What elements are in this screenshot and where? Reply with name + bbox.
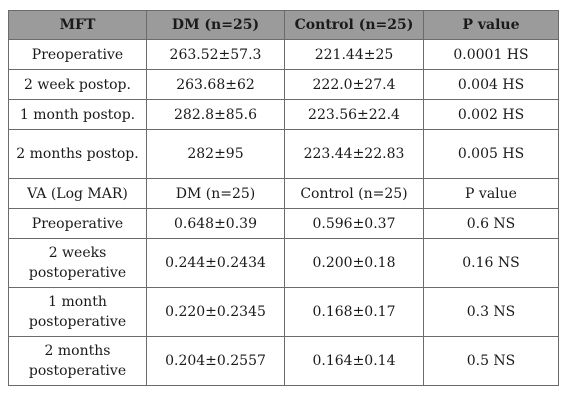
control-value: 0.596±0.37: [284, 208, 424, 239]
subheader-p-value: P value: [423, 178, 559, 209]
row-label: 2 months postop.: [8, 129, 147, 179]
dm-value: 0.244±0.2434: [146, 238, 285, 288]
row-label: 2 weeks postoperative: [8, 238, 147, 288]
results-table: MFT DM (n=25) Control (n=25) P value Pre…: [8, 10, 559, 386]
dm-value: 0.648±0.39: [146, 208, 285, 239]
control-value: 223.44±22.83: [284, 129, 424, 179]
control-value: 0.200±0.18: [284, 238, 424, 288]
dm-value: 263.68±62: [146, 69, 285, 100]
row-label: Preoperative: [8, 39, 147, 70]
control-value: 222.0±27.4: [284, 69, 424, 100]
dm-value: 263.52±57.3: [146, 39, 285, 70]
table-subheader-row: VA (Log MAR) DM (n=25) Control (n=25) P …: [8, 178, 559, 209]
p-value: 0.6 NS: [423, 208, 559, 239]
header-control: Control (n=25): [284, 10, 424, 40]
row-label: 2 week postop.: [8, 69, 147, 100]
header-p-value: P value: [423, 10, 559, 40]
table-row: 2 weeks postoperative 0.244±0.2434 0.200…: [8, 238, 559, 288]
control-value: 221.44±25: [284, 39, 424, 70]
table-row: Preoperative 0.648±0.39 0.596±0.37 0.6 N…: [8, 208, 559, 239]
table-row: 2 months postop. 282±95 223.44±22.83 0.0…: [8, 129, 559, 179]
p-value: 0.3 NS: [423, 287, 559, 337]
row-label: Preoperative: [8, 208, 147, 239]
header-dm: DM (n=25): [146, 10, 285, 40]
control-value: 0.168±0.17: [284, 287, 424, 337]
table-row: 2 months postoperative 0.204±0.2557 0.16…: [8, 336, 559, 386]
p-value: 0.0001 HS: [423, 39, 559, 70]
p-value: 0.16 NS: [423, 238, 559, 288]
p-value: 0.5 NS: [423, 336, 559, 386]
header-mft: MFT: [8, 10, 147, 40]
row-label: 1 month postop.: [8, 99, 147, 130]
row-label: 2 months postoperative: [8, 336, 147, 386]
table-row: 1 month postoperative 0.220±0.2345 0.168…: [8, 287, 559, 337]
subheader-dm: DM (n=25): [146, 178, 285, 209]
control-value: 223.56±22.4: [284, 99, 424, 130]
table-header-row: MFT DM (n=25) Control (n=25) P value: [8, 10, 559, 40]
p-value: 0.004 HS: [423, 69, 559, 100]
table-row: 1 month postop. 282.8±85.6 223.56±22.4 0…: [8, 99, 559, 130]
table-row: 2 week postop. 263.68±62 222.0±27.4 0.00…: [8, 69, 559, 100]
table-row: Preoperative 263.52±57.3 221.44±25 0.000…: [8, 39, 559, 70]
p-value: 0.002 HS: [423, 99, 559, 130]
control-value: 0.164±0.14: [284, 336, 424, 386]
p-value: 0.005 HS: [423, 129, 559, 179]
dm-value: 0.204±0.2557: [146, 336, 285, 386]
dm-value: 282±95: [146, 129, 285, 179]
dm-value: 282.8±85.6: [146, 99, 285, 130]
subheader-control: Control (n=25): [284, 178, 424, 209]
row-label: 1 month postoperative: [8, 287, 147, 337]
subheader-va: VA (Log MAR): [8, 178, 147, 209]
dm-value: 0.220±0.2345: [146, 287, 285, 337]
